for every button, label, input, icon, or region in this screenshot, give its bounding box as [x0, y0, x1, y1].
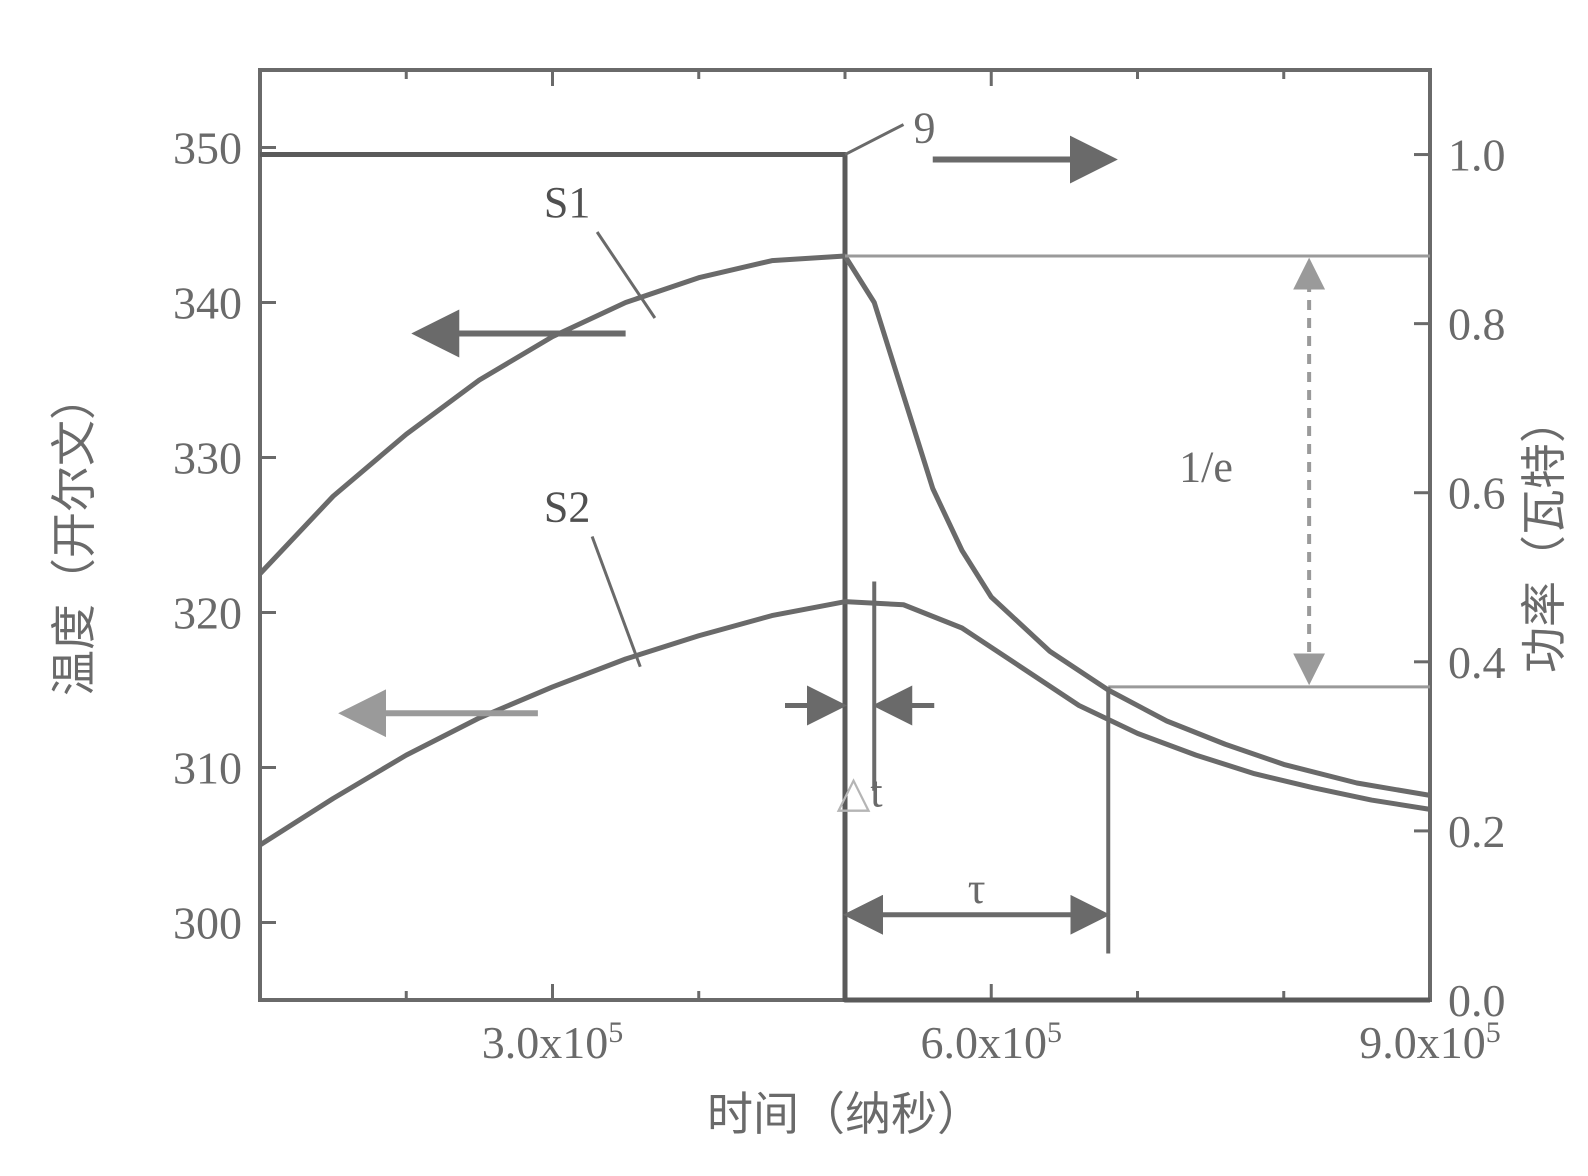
y-right-tick-label: 0.6 — [1448, 468, 1506, 519]
annotation-1-over-e: 1/e — [1179, 442, 1233, 491]
annotations-group: 9 S1 S2 1/e τ △t — [348, 104, 1430, 954]
y-right-tick-label: 0.8 — [1448, 299, 1506, 350]
annotation-tau: τ — [968, 864, 986, 913]
series-s2-label: S2 — [544, 483, 590, 532]
y-left-tick-label: 340 — [173, 278, 242, 329]
y-left-tick-label: 300 — [173, 898, 242, 949]
s2-leader — [592, 537, 640, 667]
y-left-tick-label: 310 — [173, 743, 242, 794]
y-left-tick-label: 350 — [173, 123, 242, 174]
y-right-tick-label: 1.0 — [1448, 130, 1506, 181]
axis-ticks: 3.0x1056.0x1059.0x1053003103203303403500… — [173, 70, 1506, 1068]
y-right-tick-label: 0.4 — [1448, 637, 1506, 688]
y-right-axis-label: 功率（瓦特） — [1519, 397, 1570, 673]
annotation-9-leader — [845, 125, 904, 155]
y-left-tick-label: 320 — [173, 588, 242, 639]
s1-leader — [597, 232, 655, 318]
y-right-tick-label: 0.2 — [1448, 806, 1506, 857]
x-tick-label: 3.0x105 — [482, 1016, 624, 1069]
y-left-axis-label: 温度（开尔文） — [49, 374, 100, 696]
series-group — [260, 155, 1430, 1000]
annotation-9-label: 9 — [914, 104, 936, 153]
chart-svg: 3.0x1056.0x1059.0x1053003103203303403500… — [0, 0, 1588, 1176]
series-s1-label: S1 — [544, 178, 590, 227]
chart-container: 3.0x1056.0x1059.0x1053003103203303403500… — [0, 0, 1588, 1176]
x-axis-label: 时间（纳秒） — [707, 1089, 983, 1140]
y-left-tick-label: 330 — [173, 433, 242, 484]
x-tick-label: 6.0x105 — [921, 1016, 1063, 1069]
y-right-tick-label: 0.0 — [1448, 975, 1506, 1026]
series-power-step — [260, 155, 1430, 1000]
annotation-delta-t: △t — [837, 767, 883, 816]
